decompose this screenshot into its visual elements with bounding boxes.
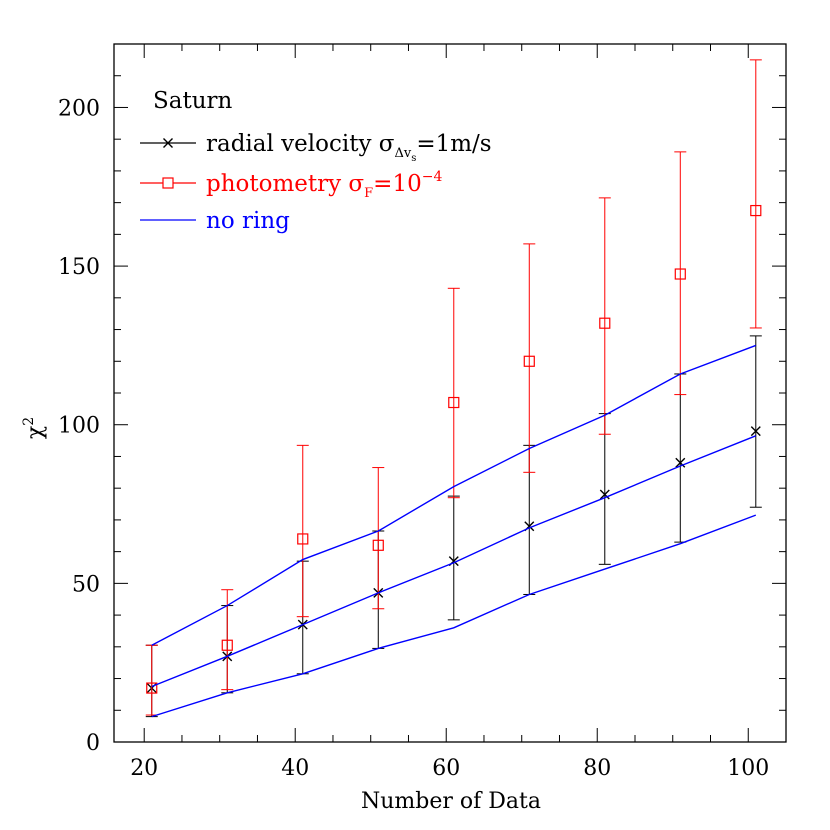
ticks-layer [114,43,786,743]
legend-title: Saturn [153,88,233,114]
data-point-square [448,396,460,409]
data-point-square [750,204,762,217]
data-point-square [523,355,535,367]
data-point-square [221,639,233,651]
data-point-cross [750,426,761,437]
data-point-cross [675,457,686,468]
data-point-square [297,533,309,545]
data-point-square [599,317,611,329]
y-tick-label: 200 [58,96,100,121]
y-tick-label: 150 [58,255,100,280]
x-tick-label: 40 [281,756,309,781]
y-tick-label: 50 [72,572,100,597]
legend-label-no-ring: no ring [206,208,290,234]
x-tick-label: 80 [583,756,611,781]
data-point-square [674,268,686,280]
y-axis-title-superscript: 2 [21,417,37,426]
no-ring-line [151,514,757,718]
series-layer [145,59,762,718]
legend-marker-square [162,177,174,189]
x-tick-label: 60 [432,756,460,781]
y-axis-title-base: χ [23,426,48,439]
data-point-square [372,539,384,551]
y-tick-label: 0 [86,731,100,756]
tick-labels-layer: 20 40 60 80 100 0 50 100 150 200 [58,96,769,781]
legend: Saturn radial velocity σΔvs=1m/s photometr… [140,88,492,234]
x-tick-label: 20 [130,756,158,781]
legend-label-photometry: photometry σF=10−4 [206,169,442,201]
legend-marker-cross [163,138,173,148]
no-ring-line [151,344,757,646]
series-none [151,344,757,718]
series-square [145,59,762,716]
y-tick-label: 100 [58,414,100,439]
x-axis-title: Number of Data [361,789,541,814]
y-axis-title: χ2 [21,417,48,439]
x-tick-label: 100 [727,756,769,781]
legend-label-radial-velocity: radial velocity σΔvs=1m/s [206,131,492,164]
no-ring-line [151,435,757,688]
data-point-square [146,682,158,694]
data-point-cross [599,489,610,500]
